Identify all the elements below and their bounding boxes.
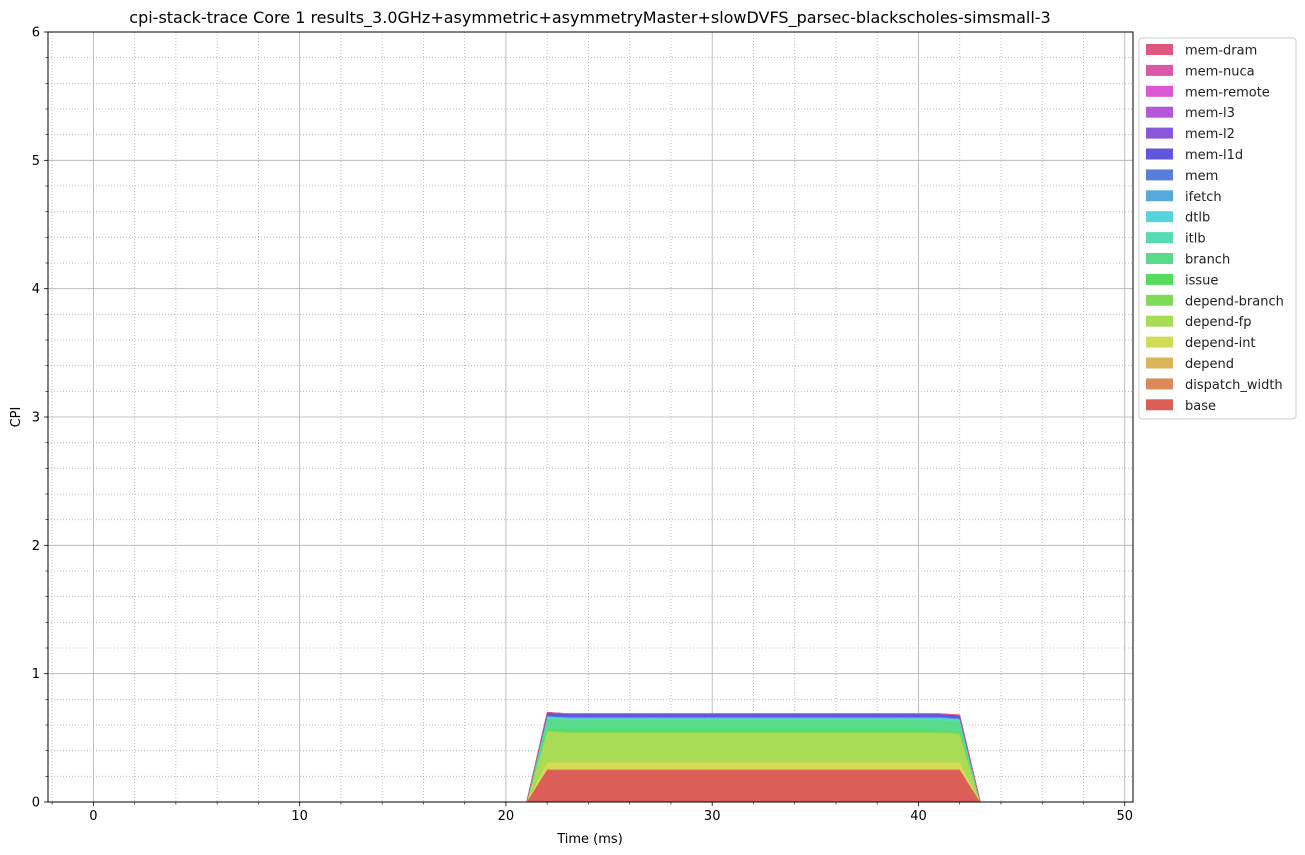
x-tick-label: 40	[910, 809, 927, 824]
x-tick-label: 30	[704, 809, 721, 824]
legend-swatch-mem-l2	[1146, 127, 1173, 139]
legend-label-depend-fp: depend-fp	[1185, 315, 1252, 330]
legend-swatch-dispatch_width	[1146, 378, 1173, 390]
legend-swatch-base	[1146, 399, 1173, 411]
legend-label-depend-branch: depend-branch	[1185, 294, 1284, 309]
legend-label-branch: branch	[1185, 253, 1230, 268]
y-tick-label: 0	[32, 796, 40, 811]
legend-label-mem-l2: mem-l2	[1185, 127, 1235, 142]
y-tick-label: 3	[32, 411, 40, 426]
x-axis-label: Time (ms)	[556, 832, 623, 847]
legend-swatch-mem	[1146, 169, 1173, 181]
legend-frame	[1138, 37, 1297, 420]
legend-label-dtlb: dtlb	[1185, 211, 1210, 226]
legend-label-dispatch_width: dispatch_width	[1185, 378, 1283, 393]
legend-swatch-itlb	[1146, 232, 1173, 244]
legend-label-mem-dram: mem-dram	[1185, 44, 1257, 59]
x-tick-label: 20	[498, 809, 515, 824]
y-tick-label: 2	[32, 539, 40, 554]
legend-swatch-mem-dram	[1146, 44, 1173, 55]
legend-label-depend-int: depend-int	[1185, 336, 1256, 351]
legend-swatch-issue	[1146, 273, 1173, 285]
y-tick-label: 6	[32, 26, 40, 41]
legend-label-mem-nuca: mem-nuca	[1185, 64, 1255, 79]
y-tick-label: 5	[32, 154, 40, 169]
legend-label-mem-l3: mem-l3	[1185, 106, 1235, 121]
axis-ticks: 0 10 20 30 40 50 0 1 2 3 4 5 6	[32, 26, 1133, 825]
legend-swatch-depend	[1146, 357, 1173, 369]
y-axis-label: CPI	[9, 407, 24, 428]
legend-label-itlb: itlb	[1185, 232, 1206, 247]
legend-swatch-mem-l1d	[1146, 148, 1173, 160]
legend-swatch-mem-nuca	[1146, 64, 1173, 76]
legend-swatch-dtlb	[1146, 211, 1173, 223]
legend-swatch-depend-fp	[1146, 315, 1173, 327]
legend-swatch-depend-branch	[1146, 294, 1173, 306]
legend-label-depend: depend	[1185, 357, 1234, 372]
legend-swatch-branch	[1146, 253, 1173, 264]
legend-label-ifetch: ifetch	[1185, 190, 1222, 205]
legend-swatch-mem-remote	[1146, 85, 1173, 97]
legend-label-issue: issue	[1185, 273, 1218, 288]
stacked-areas	[526, 711, 981, 803]
legend-swatch-mem-l3	[1146, 106, 1173, 118]
y-tick-label: 4	[32, 282, 40, 297]
x-tick-label: 10	[291, 809, 308, 824]
legend-label-mem: mem	[1185, 169, 1218, 184]
x-tick-label: 50	[1116, 809, 1133, 824]
legend-label-mem-remote: mem-remote	[1185, 85, 1270, 100]
chart-title: cpi-stack-trace Core 1 results_3.0GHz+as…	[129, 8, 1050, 28]
x-tick-label: 0	[89, 809, 97, 824]
legend-label-base: base	[1185, 399, 1216, 414]
legend: mem-dram mem-nuca mem-remote mem-l3 mem-l2 me…	[1138, 37, 1297, 420]
area-base	[526, 769, 981, 803]
y-tick-label: 1	[32, 667, 40, 682]
legend-label-mem-l1d: mem-l1d	[1185, 148, 1243, 163]
legend-swatch-ifetch	[1146, 190, 1173, 202]
legend-swatch-depend-int	[1146, 336, 1173, 348]
